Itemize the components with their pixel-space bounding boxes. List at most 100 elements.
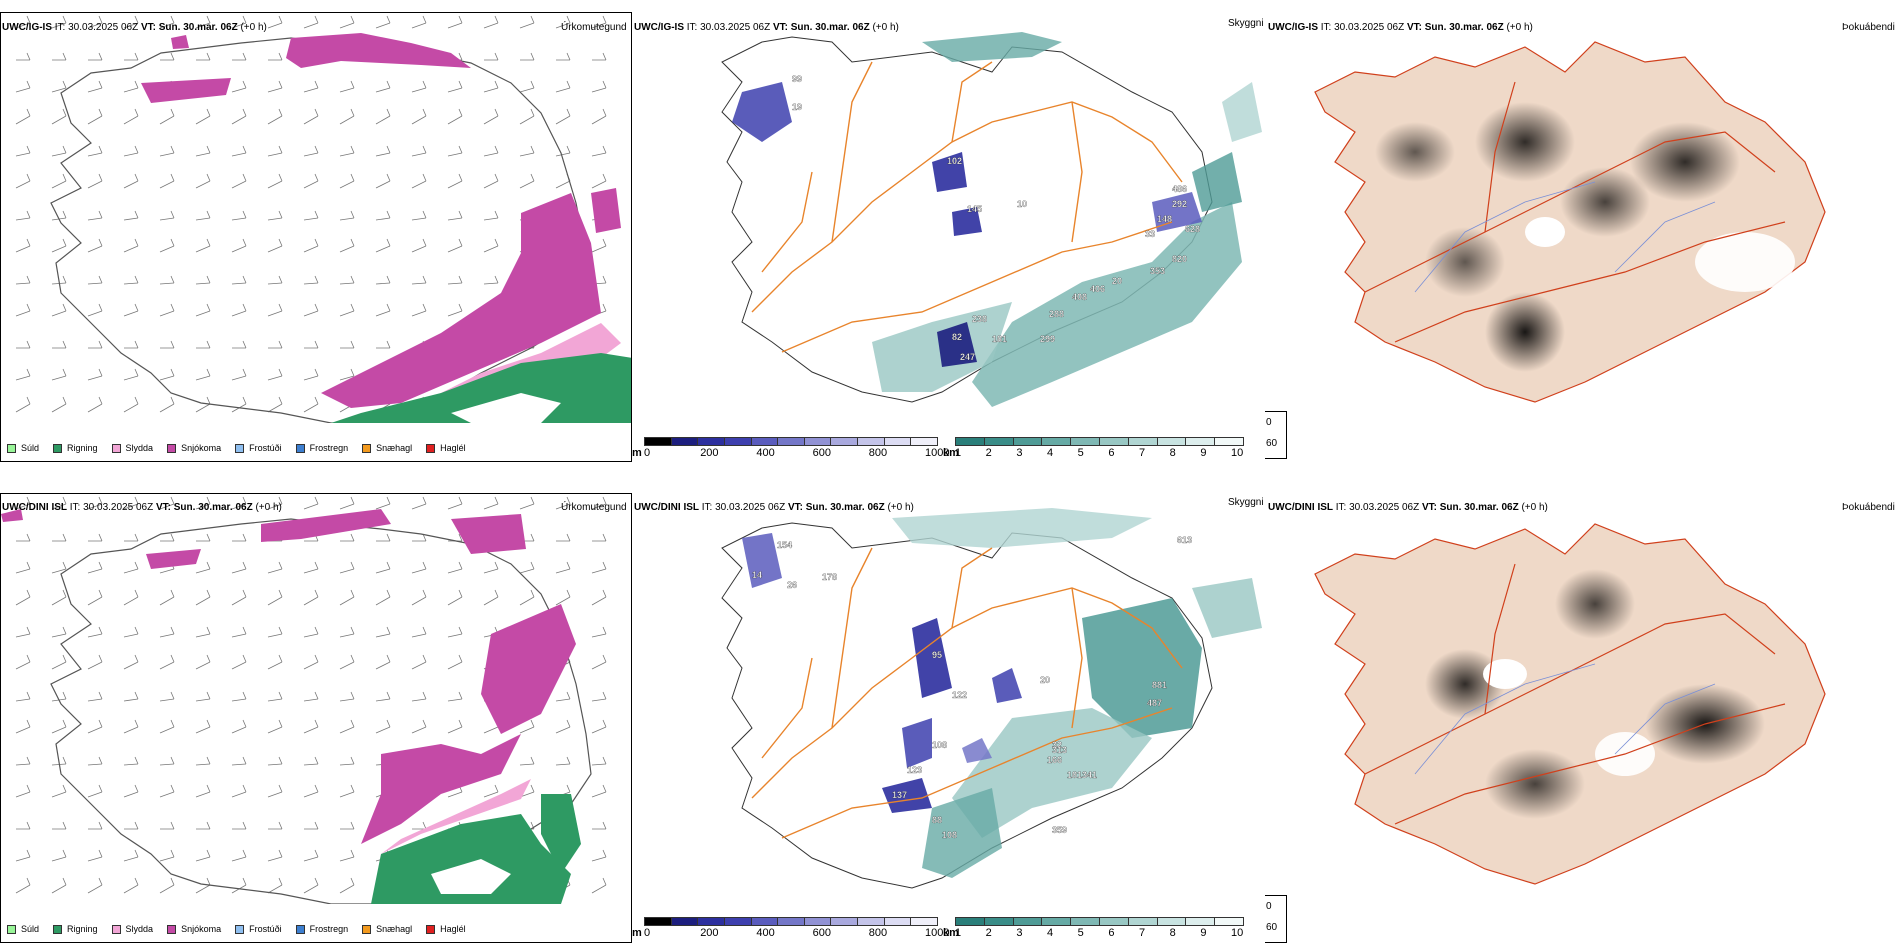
wind-barb (123, 210, 139, 221)
panel-title: Skyggni (1228, 497, 1264, 508)
panel-title: Skyggni (1228, 18, 1264, 29)
visibility-unit: km (943, 927, 959, 939)
wind-barb (591, 145, 607, 157)
wind-barb (123, 626, 139, 638)
cloud-base-label: 181 (992, 334, 1007, 344)
vt-label: VT: (155, 502, 171, 513)
colorbar-segment (670, 437, 699, 446)
wind-barb (51, 15, 67, 29)
wind-barb (447, 210, 463, 221)
cloud-base-label: 145 (967, 204, 982, 214)
wind-barb (375, 145, 391, 157)
wind-barb (591, 756, 607, 766)
wind-barb (51, 784, 67, 798)
ceiling-unit: m (632, 927, 642, 939)
ceiling-visibility-panel-bottom: 154 14 178 26 613 95 122 20 881 487 108 32 166 181 341… (632, 508, 1262, 944)
it-label: IT: (1335, 502, 1347, 513)
colorbar-tick-label: 800 (868, 447, 888, 459)
legend-item: Slydda (111, 924, 153, 934)
wind-barb (303, 396, 319, 413)
cloud-base-label: 408 (1072, 292, 1087, 302)
wind-barb (591, 784, 607, 798)
wind-barb (267, 368, 283, 381)
wind-barb (15, 210, 31, 221)
wind-barb (123, 173, 139, 189)
lead-time: (+0 h) (1506, 22, 1533, 33)
wind-barb (51, 173, 67, 189)
wind-barb (231, 626, 247, 638)
wind-barb (159, 108, 175, 125)
legend-label-freezing-rain: Frostregn (309, 924, 349, 934)
wind-barb (51, 145, 67, 157)
lead-time: (+0 h) (1521, 502, 1548, 513)
wind-barb (267, 210, 283, 221)
colorbar-segment (910, 437, 938, 446)
wind-barb (411, 145, 427, 157)
wind-barb (195, 849, 211, 862)
wind-barb (339, 589, 355, 606)
wind-barb (339, 238, 355, 253)
wind-barb (303, 368, 319, 381)
colorbar-tick-label: 7 (1139, 447, 1146, 459)
wind-barb (411, 275, 427, 285)
wind-barb (375, 108, 391, 125)
wind-barb (339, 691, 355, 702)
panel-header: UWC/IG-IS IT: 30.03.2025 06Z VT: Sun. 30… (1268, 22, 1533, 34)
ceiling-colorbar-bottom: m 0 200 400 600 800 1000 (632, 917, 949, 941)
wind-barb (339, 275, 355, 285)
cloud-base-label: 292 (1172, 199, 1187, 209)
wind-barb (51, 561, 67, 574)
fog-label-max: 60 (1266, 922, 1278, 933)
wind-barb (15, 396, 31, 413)
wind-barb (15, 275, 31, 285)
wind-barb (267, 719, 283, 734)
wind-barb (483, 80, 499, 93)
colorbar-segment (1012, 917, 1043, 926)
cloud-base-label: 20 (1112, 276, 1122, 286)
wind-barb (555, 719, 571, 734)
wind-barb (123, 108, 139, 125)
wind-barb (15, 784, 31, 798)
vt-value: Sun. 30.mar. 06Z (805, 502, 885, 513)
colorbar-segment (1185, 437, 1216, 446)
wind-barb (195, 303, 211, 317)
colorbar-tick-label: 6 (1108, 447, 1115, 459)
wind-barb (160, 52, 175, 61)
wind-barb (339, 849, 355, 862)
wind-barb (231, 238, 247, 253)
wind-barb (87, 108, 103, 125)
wind-barb (375, 626, 391, 638)
wind-barb (375, 691, 391, 702)
legend-label-freezing-drizzle: Frostúði (249, 443, 282, 453)
wind-barb (555, 108, 571, 125)
ceiling-visibility-panel-top: 99 19 102 145 10 486 292 148 33 628 820 353 20 406 408… (632, 22, 1262, 462)
colorbar-segment (1041, 437, 1072, 446)
wind-barb (555, 15, 571, 29)
cloud-base-label: 406 (1090, 284, 1105, 294)
wind-barb (87, 719, 103, 734)
wind-barb (15, 303, 31, 317)
cloud-base-label: 881 (1152, 680, 1167, 690)
legend-label-drizzle: Súld (21, 443, 40, 453)
wind-barb (591, 238, 607, 253)
wind-barb (303, 561, 319, 574)
wind-barb (339, 877, 355, 894)
colorbar-tick-label: 0 (644, 927, 651, 939)
wind-barb (15, 108, 31, 125)
colorbar-tick-label: 10 (1231, 927, 1244, 939)
wind-barb (555, 145, 571, 157)
wind-barb (519, 496, 535, 510)
wind-barb (340, 821, 355, 830)
legend-swatch-rain (53, 443, 63, 453)
wind-barb (87, 210, 103, 221)
visibility-colorbar-top: km 1 2 3 4 5 6 7 8 9 10 (943, 437, 1244, 461)
wind-barb (87, 238, 103, 253)
wind-barb (303, 80, 319, 93)
wind-barb (15, 238, 31, 253)
lead-time: (+0 h) (240, 22, 267, 33)
wind-barb (159, 238, 175, 253)
wind-barb (411, 238, 427, 253)
cloud-base-label: 102 (947, 156, 962, 166)
wind-barb (123, 589, 139, 606)
colorbar-tick-label: 5 (1077, 447, 1084, 459)
